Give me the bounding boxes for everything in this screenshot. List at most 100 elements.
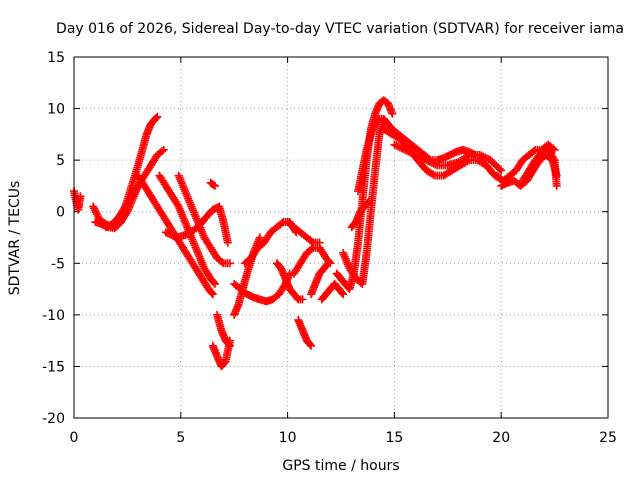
data-point [210,181,219,190]
plot-frame [73,56,609,419]
data-point [208,290,217,299]
data-point [463,152,472,161]
data-point [390,140,399,149]
data-point [420,155,429,164]
data-point [207,288,216,297]
data-point [395,143,404,152]
x-tick-label: 25 [599,430,617,446]
data-point [277,219,286,228]
series-sat-o [272,259,307,304]
data-point [76,192,85,201]
y-axis-label: SDTVAR / TECUs [7,181,23,296]
data-point [411,150,420,159]
data-point [477,151,486,160]
grid [74,57,608,418]
data-point [210,279,219,288]
chart-title: Day 016 of 2026, Sidereal Day-to-day VTE… [56,21,624,37]
series-sat-ac [518,145,561,190]
data-point [168,231,177,240]
data-point [152,113,161,122]
data-point [392,141,401,150]
data-point [165,230,174,239]
data-point [364,197,373,206]
data-point [167,230,176,239]
data-point [495,164,504,173]
data-point [306,340,315,349]
series-sat-s [317,279,348,304]
data-point [422,156,431,165]
data-point [415,152,424,161]
series-sat-i [206,178,219,190]
x-tick-label: 20 [492,430,510,446]
data-point [401,145,410,154]
data-point [323,260,332,269]
data-point [427,158,436,167]
series-sat-a [70,187,85,214]
data-point [417,153,426,162]
x-tick-label: 5 [176,430,185,446]
data-point [429,159,438,168]
axis-ticks: 0 5 10 15 20 25 -20 -15 -10 -5 0 5 10 15 [42,50,617,446]
y-tick-label: -20 [42,411,65,427]
data-point [307,341,316,350]
data-point [408,149,417,158]
data-point [163,229,172,238]
data-point [497,166,506,175]
data-point [324,259,333,268]
data-point [529,147,538,156]
data-point [161,228,170,237]
data-point [209,278,218,287]
data-point [426,157,434,166]
y-tick-label: -15 [42,359,65,375]
data-point [397,144,406,153]
data-point [481,153,490,162]
series-sat-d [91,181,143,233]
x-tick-label: 15 [385,430,403,446]
series-sat-z [390,140,506,175]
data-point [339,290,348,299]
data-point [217,257,226,266]
data-point [225,259,234,268]
data-point [153,112,162,121]
series-sat-k [213,310,234,350]
data-point [413,151,422,160]
series-sat-e [134,171,217,299]
data-point [482,154,491,163]
data-point [209,180,218,189]
data-point [479,152,488,161]
data-point [224,340,233,349]
data-point [424,157,433,166]
y-tick-label: 10 [47,102,65,118]
series-sat-w [347,197,373,232]
data-points [70,96,561,371]
y-tick-label: -5 [51,256,65,272]
y-tick-label: -10 [42,308,65,324]
series-sat-m [230,269,294,306]
data-point [338,288,347,297]
data-point [431,160,440,169]
data-point [298,295,307,304]
data-point [549,154,558,163]
x-tick-label: 10 [279,430,297,446]
y-tick-label: 0 [56,205,65,221]
data-point [399,144,408,153]
data-point [393,142,402,151]
series-sat-r [307,259,333,299]
series-sat-h [161,202,232,247]
series-sat-c [102,145,168,232]
series-sat-t [294,316,316,350]
data-point [388,109,397,118]
data-point [363,198,372,207]
data-point [159,145,168,154]
data-point [307,245,316,254]
data-point [475,150,484,159]
series-sat-p [283,218,324,247]
data-point [404,147,413,156]
data-point [158,147,167,156]
data-point [255,233,264,242]
x-axis-label: GPS time / hours [282,458,399,474]
data-point [429,170,438,179]
data-point [402,146,411,155]
data-point [409,150,418,159]
data-point [225,341,234,350]
